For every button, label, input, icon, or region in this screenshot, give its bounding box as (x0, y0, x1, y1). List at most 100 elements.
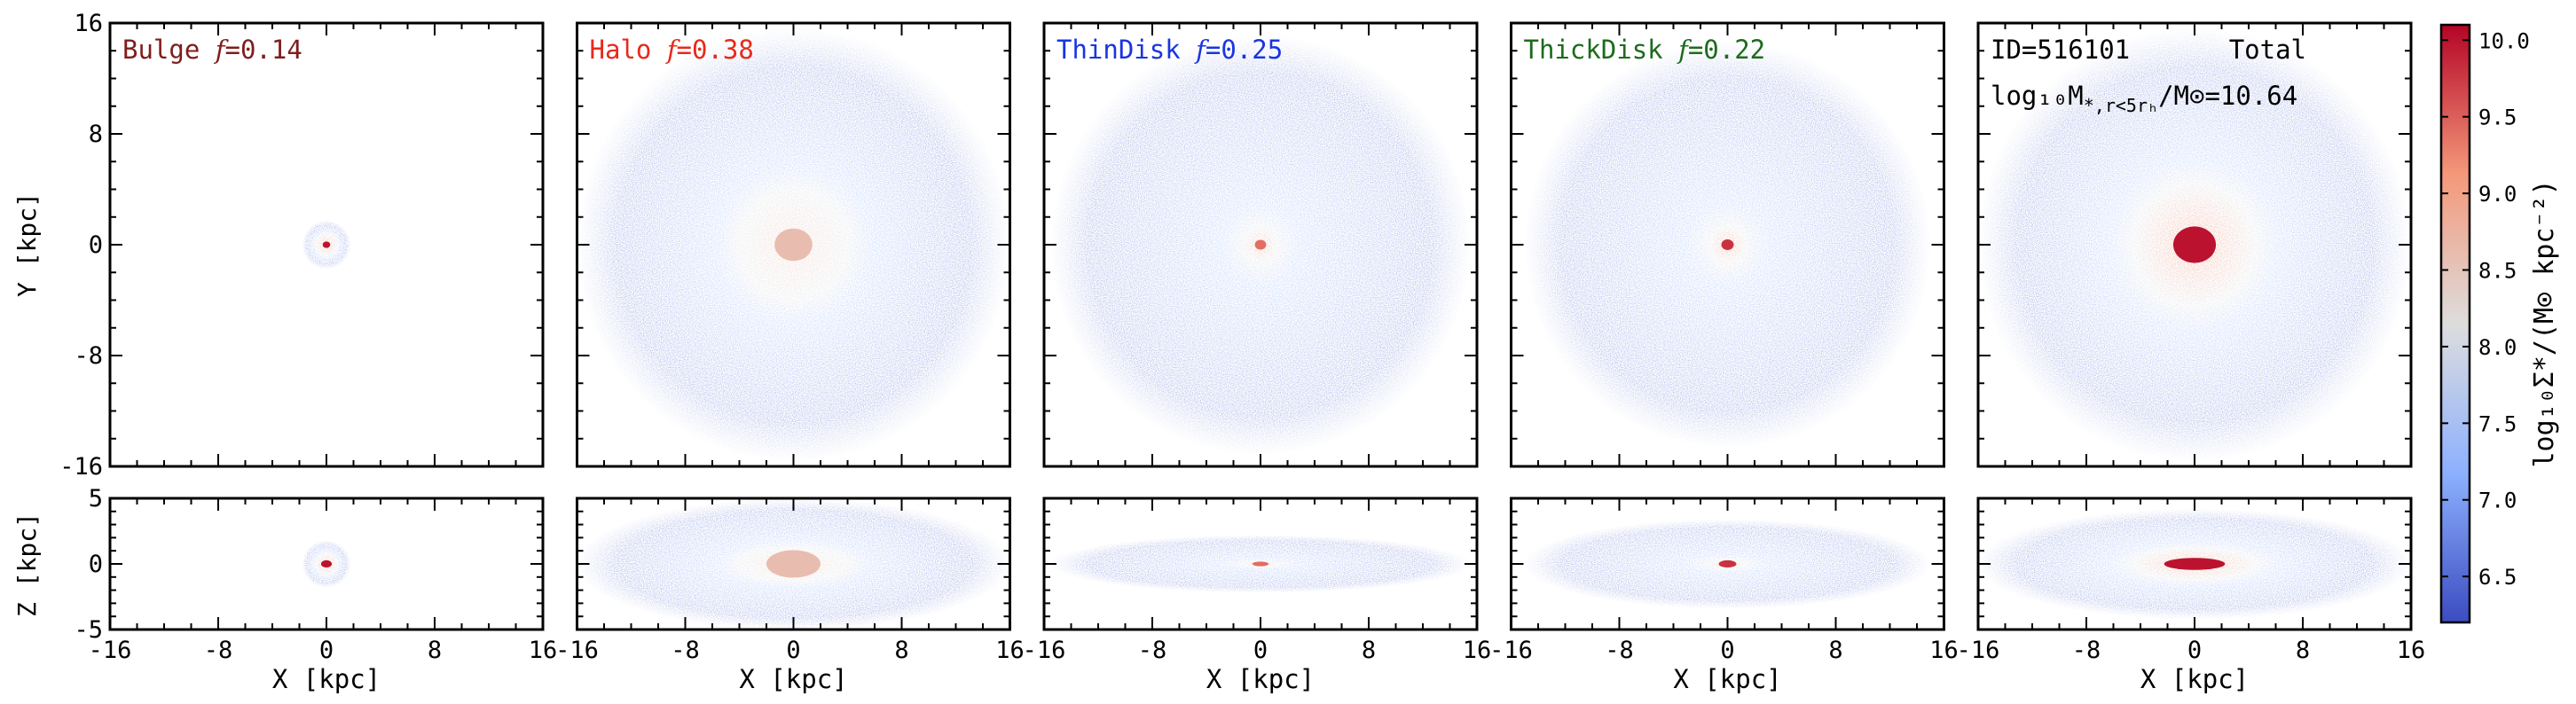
face-on-map (1511, 23, 1944, 466)
stellar-mass-label: log₁₀M*,r<5rₕ/M⊙=10.64 (1991, 81, 2297, 116)
edge-on-core (320, 559, 333, 568)
x-tick-label: -8 (2072, 637, 2101, 664)
edge-on-core (766, 550, 821, 578)
panel-title: ThickDisk f=0.22 (1524, 35, 1766, 65)
colorbar-tick-label: 6.5 (2478, 565, 2517, 590)
panel-title: Halo f=0.38 (590, 35, 754, 65)
colorbar-tick-label: 9.5 (2478, 106, 2517, 130)
x-tick-label: 0 (319, 637, 334, 664)
x-axis-label: X [kpc] (272, 664, 381, 694)
y-tick-label: -8 (74, 342, 103, 370)
y-tick-label: 0 (89, 231, 103, 259)
face-on-core (774, 228, 813, 262)
z-tick-label: 0 (89, 551, 103, 578)
edge-on-map (1978, 498, 2411, 630)
panel-title: ThinDisk f=0.25 (1056, 35, 1283, 65)
panel-title-value: =0.25 (1206, 35, 1283, 65)
face-on-map (1044, 23, 1477, 466)
panel-title-value: =0.38 (677, 35, 754, 65)
panel-title-name: Bulge (122, 35, 216, 65)
edge-on-core (1718, 559, 1737, 568)
y-tick-label: 8 (89, 121, 103, 148)
panel-total: -16 -8 0 8 16 X [kpc] ID=516101 Total log₁₀M*,r<… (1957, 21, 2426, 694)
ticks (109, 22, 544, 630)
x-tick-label: 0 (2187, 637, 2202, 664)
z-tick-label: -5 (74, 616, 103, 644)
x-tick-label: 8 (894, 637, 908, 664)
x-tick-label: 16 (2397, 637, 2426, 664)
x-tick-label: 16 (1929, 637, 1959, 664)
face-on-core (2172, 226, 2217, 263)
x-tick-label: -16 (1489, 637, 1533, 664)
panel-title-name: ThickDisk (1524, 35, 1679, 65)
panels: -16 -8 0 8 16 X [kpc] 16 8 0 -8 -16 5 0 -5 Bulge f=0.1… (59, 10, 2425, 694)
x-tick-label: 0 (1720, 637, 1734, 664)
ticks (1043, 22, 1478, 630)
x-axis-label: X [kpc] (739, 664, 847, 694)
face-on-map (577, 23, 1010, 466)
x-tick-label: 16 (1463, 637, 1492, 664)
stellar-mass-prefix: log₁₀M (1991, 81, 2084, 111)
colorbar-tick-label: 7.5 (2478, 411, 2517, 436)
face-on-map (110, 23, 543, 466)
x-tick-label: -8 (1605, 637, 1634, 664)
panel-thindisk: -16 -8 0 8 16 X [kpc] ThinDisk f=0.25 (1023, 21, 1492, 694)
x-tick-label: 0 (786, 637, 800, 664)
x-tick-label: 8 (428, 637, 442, 664)
x-tick-label: 16 (529, 637, 558, 664)
colorbar-tick-label: 10.0 (2478, 28, 2530, 53)
edge-on-map (577, 498, 1010, 630)
face-on-map (1978, 23, 2411, 466)
colorbar-gradient (2439, 23, 2471, 624)
colorbar-tick-label: 8.0 (2478, 335, 2517, 360)
y-axis-label-face-on: Y [kpc] (12, 192, 42, 297)
x-tick-label: -16 (1023, 637, 1066, 664)
y-tick-label: 16 (74, 10, 103, 37)
x-tick-label: 8 (2296, 637, 2310, 664)
face-on-core (322, 241, 331, 248)
x-axis-label: X [kpc] (1673, 664, 1781, 694)
z-tick-label: 5 (89, 485, 103, 512)
x-tick-label: -8 (204, 637, 233, 664)
edge-on-map (1511, 498, 1944, 630)
colorbar-label: log₁₀Σ*/(M⊙ kpc⁻²) (2529, 179, 2560, 467)
total-label: Total (2229, 35, 2306, 65)
panel-thickdisk: -16 -8 0 8 16 X [kpc] ThickDisk f=0.22 (1489, 21, 1959, 694)
x-tick-label: 8 (1828, 637, 1842, 664)
y-axis-label-edge-on: Z [kpc] (12, 512, 42, 617)
x-tick-label: -16 (555, 637, 599, 664)
x-tick-label: -16 (1957, 637, 2000, 664)
x-axis-label: X [kpc] (1206, 664, 1315, 694)
colorbar: 10.0 9.5 9.0 8.5 8.0 7.5 7.0 6.5 log₁₀Σ*/(M⊙ kp… (2439, 23, 2560, 624)
edge-on-core (2164, 558, 2226, 570)
colorbar-tick-label: 7.0 (2478, 489, 2517, 513)
colorbar-tick-label: 8.5 (2478, 259, 2517, 284)
panel-title-value: =0.22 (1688, 35, 1765, 65)
x-tick-label: 16 (995, 637, 1025, 664)
colorbar-tick-label: 9.0 (2478, 182, 2517, 207)
face-on-core (1254, 239, 1267, 250)
panel-title: Bulge f=0.14 (122, 35, 302, 65)
panel-title-value: =0.14 (225, 35, 302, 65)
edge-on-core (1252, 561, 1269, 567)
panel-title-name: ThinDisk (1056, 35, 1196, 65)
galaxy-id: ID=516101 (1991, 35, 2130, 65)
colorbar-ticks: 10.0 9.5 9.0 8.5 8.0 7.5 7.0 6.5 (2441, 28, 2530, 590)
ticks (576, 22, 1011, 630)
edge-on-map (1044, 498, 1477, 630)
panel-halo: -16 -8 0 8 16 X [kpc] Halo f=0.38 (555, 21, 1025, 694)
x-tick-label: -16 (89, 637, 132, 664)
x-axis-label: X [kpc] (2140, 664, 2249, 694)
x-tick-label: 8 (1362, 637, 1376, 664)
x-tick-label: -8 (1138, 637, 1167, 664)
panel-bulge: -16 -8 0 8 16 X [kpc] 16 8 0 -8 -16 5 0 -5 Bulge f=0.1… (59, 10, 557, 694)
x-tick-label: -8 (671, 637, 700, 664)
stellar-mass-subscript: *,r<5rₕ (2084, 95, 2158, 116)
y-tick-label: -16 (59, 453, 103, 481)
panel-title-name: Halo (590, 35, 667, 65)
x-tick-label: 0 (1253, 637, 1268, 664)
stellar-mass-suffix: /M⊙=10.64 (2158, 81, 2297, 111)
ticks (1977, 22, 2412, 630)
edge-on-map (110, 498, 543, 630)
